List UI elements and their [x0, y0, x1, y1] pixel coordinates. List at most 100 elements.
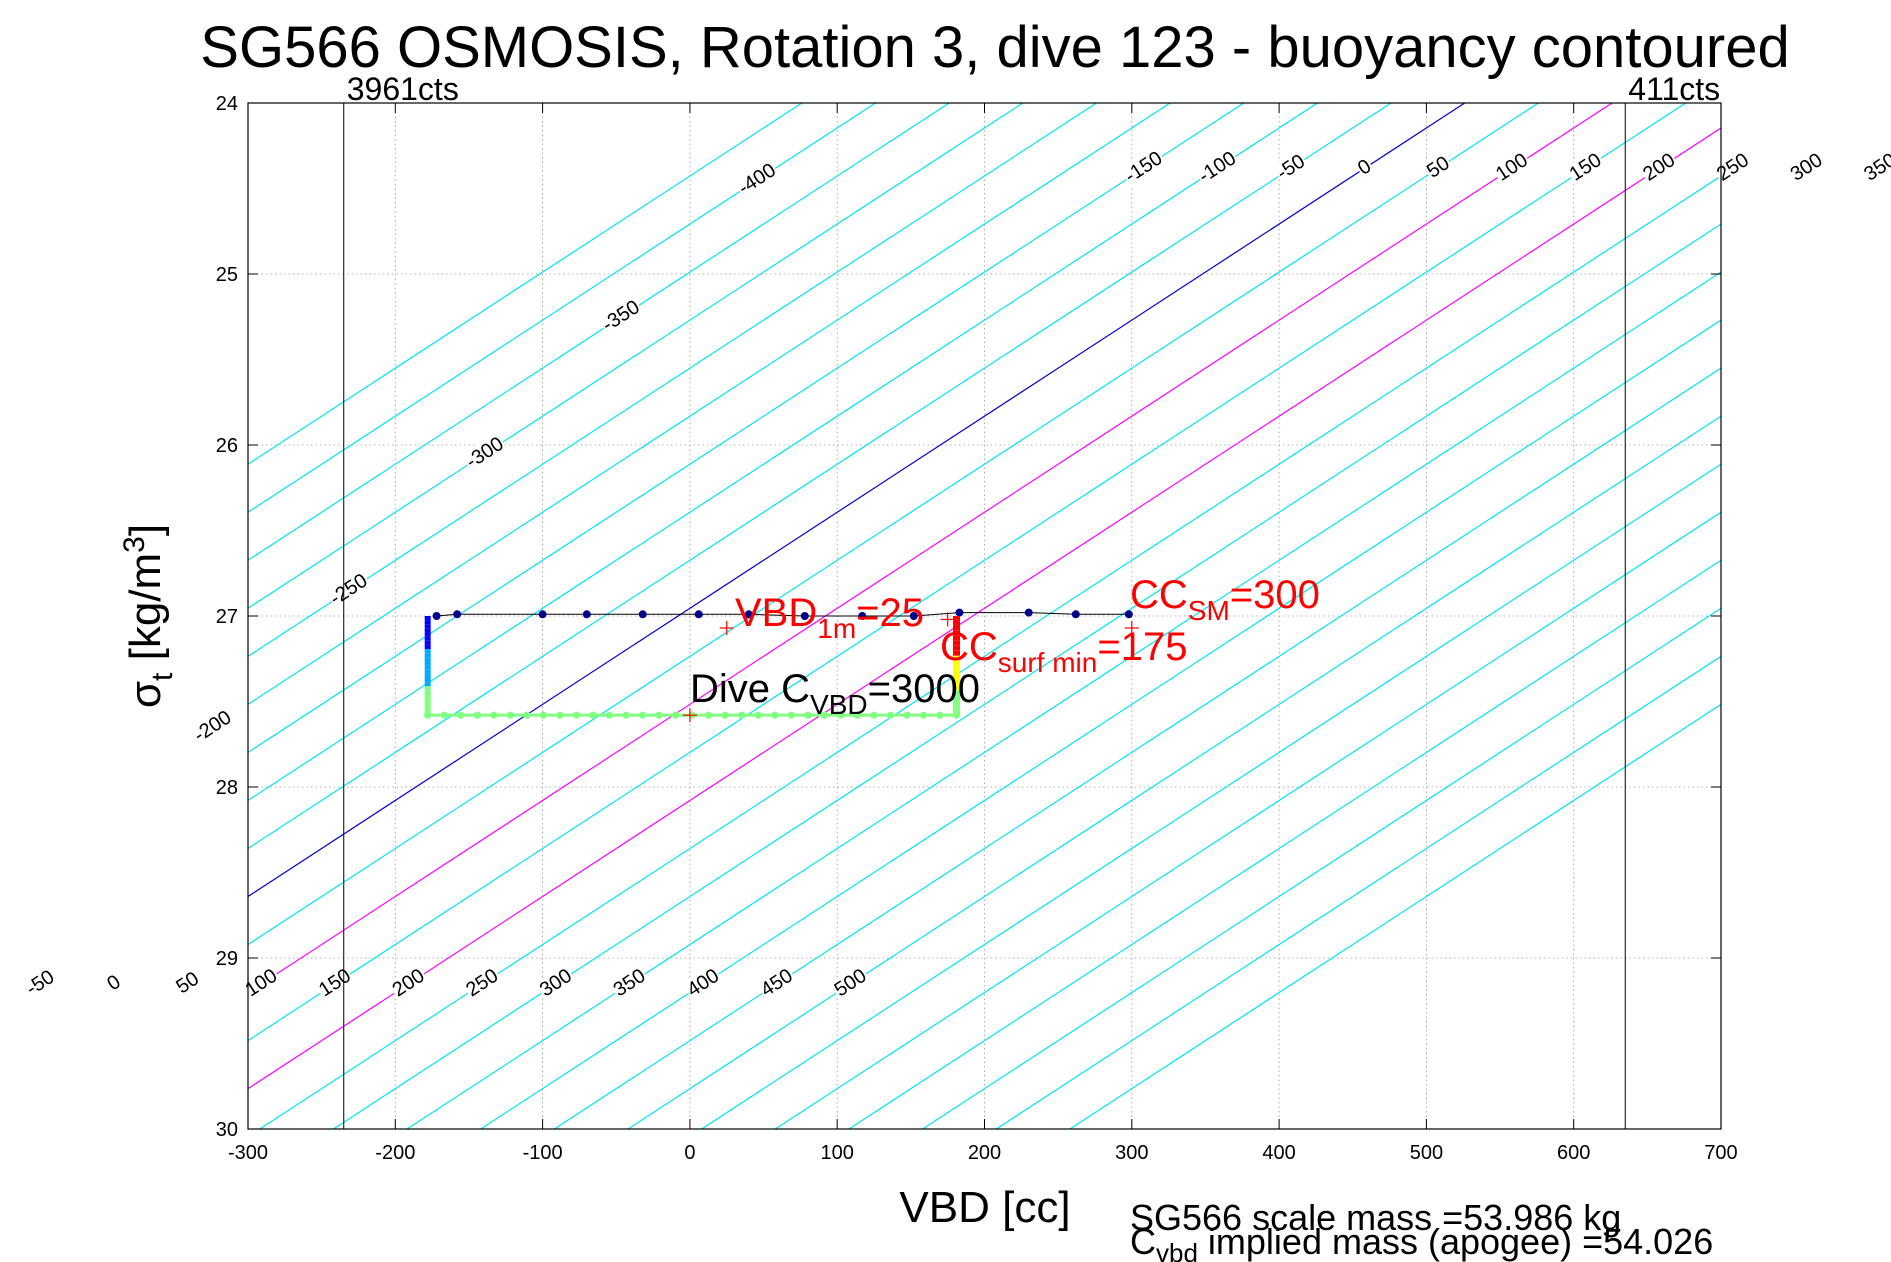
contour-line-550: [701, 463, 1721, 1129]
contour-label-bottom-300: 300: [536, 965, 576, 1002]
contour-label-top-250: 250: [1713, 149, 1753, 186]
surface-point-11: [1024, 608, 1033, 617]
contour-label-top--150: -150: [1121, 147, 1167, 187]
surface-point-0: [432, 612, 441, 620]
surface-point-7: [800, 612, 809, 620]
surface-point-8: [858, 612, 867, 620]
contour-label-top-bg-0: [1353, 154, 1377, 181]
descent-point: [804, 711, 812, 719]
contour-line-200: [248, 127, 1721, 1090]
contour-label-bottom-bg-350: [608, 964, 651, 1002]
contour-label-top-bg-200: [1638, 148, 1681, 187]
annotation-cc-sm-value: =300: [1230, 573, 1320, 617]
x-tick-label: 600: [1557, 1142, 1590, 1164]
contour-label-bottom-bg-500: [829, 964, 872, 1002]
descent-point: [903, 711, 911, 719]
contour-label-top--100: -100: [1195, 147, 1241, 187]
contour-label-top-bg--150: [1120, 146, 1168, 189]
contour-line-700: [922, 607, 1721, 1129]
annotation-dive-cvbd-sub: VBD: [810, 689, 868, 720]
descent-point: [936, 711, 944, 719]
contour-label-top-bg-300: [1785, 148, 1828, 187]
y-tick-label: 25: [216, 264, 238, 286]
contour-label-bottom-bg-100: [240, 964, 283, 1002]
footer-scale-mass: SG566 scale mass =53.986 kg: [1130, 1197, 1621, 1238]
x-tick-label: 400: [1262, 1142, 1295, 1164]
annotation-cc-surf-min-value: =175: [1097, 625, 1187, 669]
contour-label-top--50: -50: [1273, 150, 1309, 184]
contour-label-top-bg-50: [1422, 151, 1455, 184]
annotation-cc-surf-min: CCsurf min=175: [940, 625, 1187, 678]
descent-point: [787, 711, 795, 719]
x-tick-label: -200: [375, 1142, 415, 1164]
contour-line--350: [248, 103, 950, 561]
contour-label-top-bg--50: [1272, 149, 1310, 186]
contour-label-bottom-bg-150: [314, 964, 356, 1002]
descent-point: [771, 711, 779, 719]
buoyancy-contour-labels: -150-100-5005010015020025030035040045050…: [21, 146, 1891, 1002]
contour-line-250: [259, 175, 1721, 1129]
descent-point: [837, 711, 845, 719]
vbd-limit-label-0: 3961cts: [347, 71, 459, 107]
contour-label-left-bg--250: [325, 569, 373, 611]
reference-markers: [682, 612, 1139, 723]
descent-point: [605, 711, 614, 719]
surface-point-5: [694, 610, 703, 619]
descent-point: [820, 711, 828, 719]
contour-line--50: [248, 103, 1392, 850]
y-tick-label: 28: [216, 777, 238, 799]
descent-point: [886, 711, 895, 719]
y-axis-label-unit: [kg/m: [121, 553, 170, 673]
contour-label-bottom-bg--50: [21, 965, 60, 1001]
contour-label-top-bg--100: [1193, 146, 1241, 189]
contour-label-bottom-500: 500: [831, 965, 871, 1002]
contour-line-500: [627, 415, 1721, 1129]
contour-label-left-bg--400: [733, 158, 781, 201]
contour-label-top-300: 300: [1787, 149, 1827, 186]
surface-point-4: [638, 610, 647, 619]
contour-label-top-100: 100: [1492, 149, 1532, 186]
contour-label-bottom-bg-450: [756, 964, 798, 1002]
descent-point: [721, 711, 729, 719]
descent-point: [506, 711, 514, 719]
descent-point: [622, 711, 630, 719]
descent-point: [738, 711, 746, 719]
descent-point: [490, 711, 498, 719]
descent-point: [424, 711, 432, 719]
annotation-dive-cvbd: Dive CVBD=3000: [690, 667, 980, 720]
descent-point: [671, 711, 680, 719]
annotation-vbd-1m-main: VBD: [735, 591, 817, 635]
surface-point-9: [909, 612, 918, 620]
contour-line--300: [248, 103, 1024, 610]
footer-implied-mass-c: C: [1130, 1221, 1156, 1262]
annotation-vbd-1m: VBD1m=25: [735, 591, 924, 644]
descent-point: [556, 711, 564, 719]
x-tick-label: 700: [1704, 1142, 1737, 1164]
footer-implied-mass-value: implied mass (apogee) =54.026: [1198, 1221, 1713, 1262]
contour-label-bottom-250: 250: [462, 965, 502, 1002]
contour-label-top-bg-150: [1564, 148, 1607, 187]
annotation-cc-surf-min-main: CC: [940, 625, 998, 669]
surface-point-1: [453, 610, 462, 619]
descent-point: [655, 711, 663, 719]
contour-label-left-bg--350: [597, 295, 645, 337]
vbd-limit-label-1: 411cts: [1628, 71, 1720, 107]
descent-point: [870, 711, 878, 719]
contour-label-left--250: -250: [326, 570, 372, 610]
descent-point: [440, 711, 448, 719]
surface-point-3: [582, 610, 591, 619]
descent-point: [919, 711, 928, 719]
marker-cc-surf-min: [940, 612, 955, 627]
contour-label-bottom-350: 350: [610, 965, 650, 1002]
surface-track-line: [436, 612, 1129, 617]
contour-label-left--400: -400: [734, 159, 780, 199]
contour-label-top-350: 350: [1860, 149, 1891, 186]
contour-label-top-200: 200: [1639, 149, 1679, 186]
plot-grid: [247, 102, 1722, 1130]
contour-label-bottom-bg-200: [387, 964, 430, 1002]
surface-point-12: [1071, 610, 1080, 619]
annotation-cc-sm-sub: SM: [1188, 595, 1230, 626]
contour-label-top-50: 50: [1423, 152, 1454, 183]
y-axis-label-symbol: σ: [121, 681, 170, 708]
vbd-limit-lines: 3961cts 411cts: [343, 71, 1720, 1129]
